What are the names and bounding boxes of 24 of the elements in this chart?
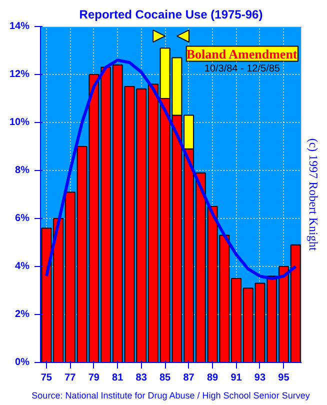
y-tick-label: 10% xyxy=(9,117,30,128)
x-tick-label: 75 xyxy=(40,372,52,384)
annotation: 10/3/84 - 12/5/85 xyxy=(204,64,280,74)
y-tick-label: 0% xyxy=(15,357,30,368)
y-tick-label: 2% xyxy=(15,309,30,320)
x-tick-label: 81 xyxy=(112,372,124,384)
y-tick-label: 6% xyxy=(15,213,30,224)
x-tick-label: 79 xyxy=(88,372,100,384)
x-tick-label: 77 xyxy=(64,372,76,384)
x-tick-label: 85 xyxy=(160,372,172,384)
y-tick-label: 14% xyxy=(9,21,30,32)
x-tick-label: 89 xyxy=(206,372,219,384)
source-note: Source: National Institute for Drug Abuse / High School Senior Survey xyxy=(32,390,310,400)
y-tick-label: 12% xyxy=(9,69,30,80)
x-tick-label: 87 xyxy=(183,372,195,384)
x-tick-label: 83 xyxy=(136,372,148,384)
y-tick-label: 4% xyxy=(15,261,30,272)
x-tick-label: 95 xyxy=(278,372,290,384)
x-tick-label: 93 xyxy=(254,372,266,384)
line-series xyxy=(44,58,298,280)
text: (c) 1997 Robert Knight xyxy=(306,138,320,252)
chart-title: Reported Cocaine Use (1975-96) xyxy=(79,8,263,22)
y-tick-label: 8% xyxy=(15,165,30,176)
x-tick-label: 91 xyxy=(230,372,242,384)
